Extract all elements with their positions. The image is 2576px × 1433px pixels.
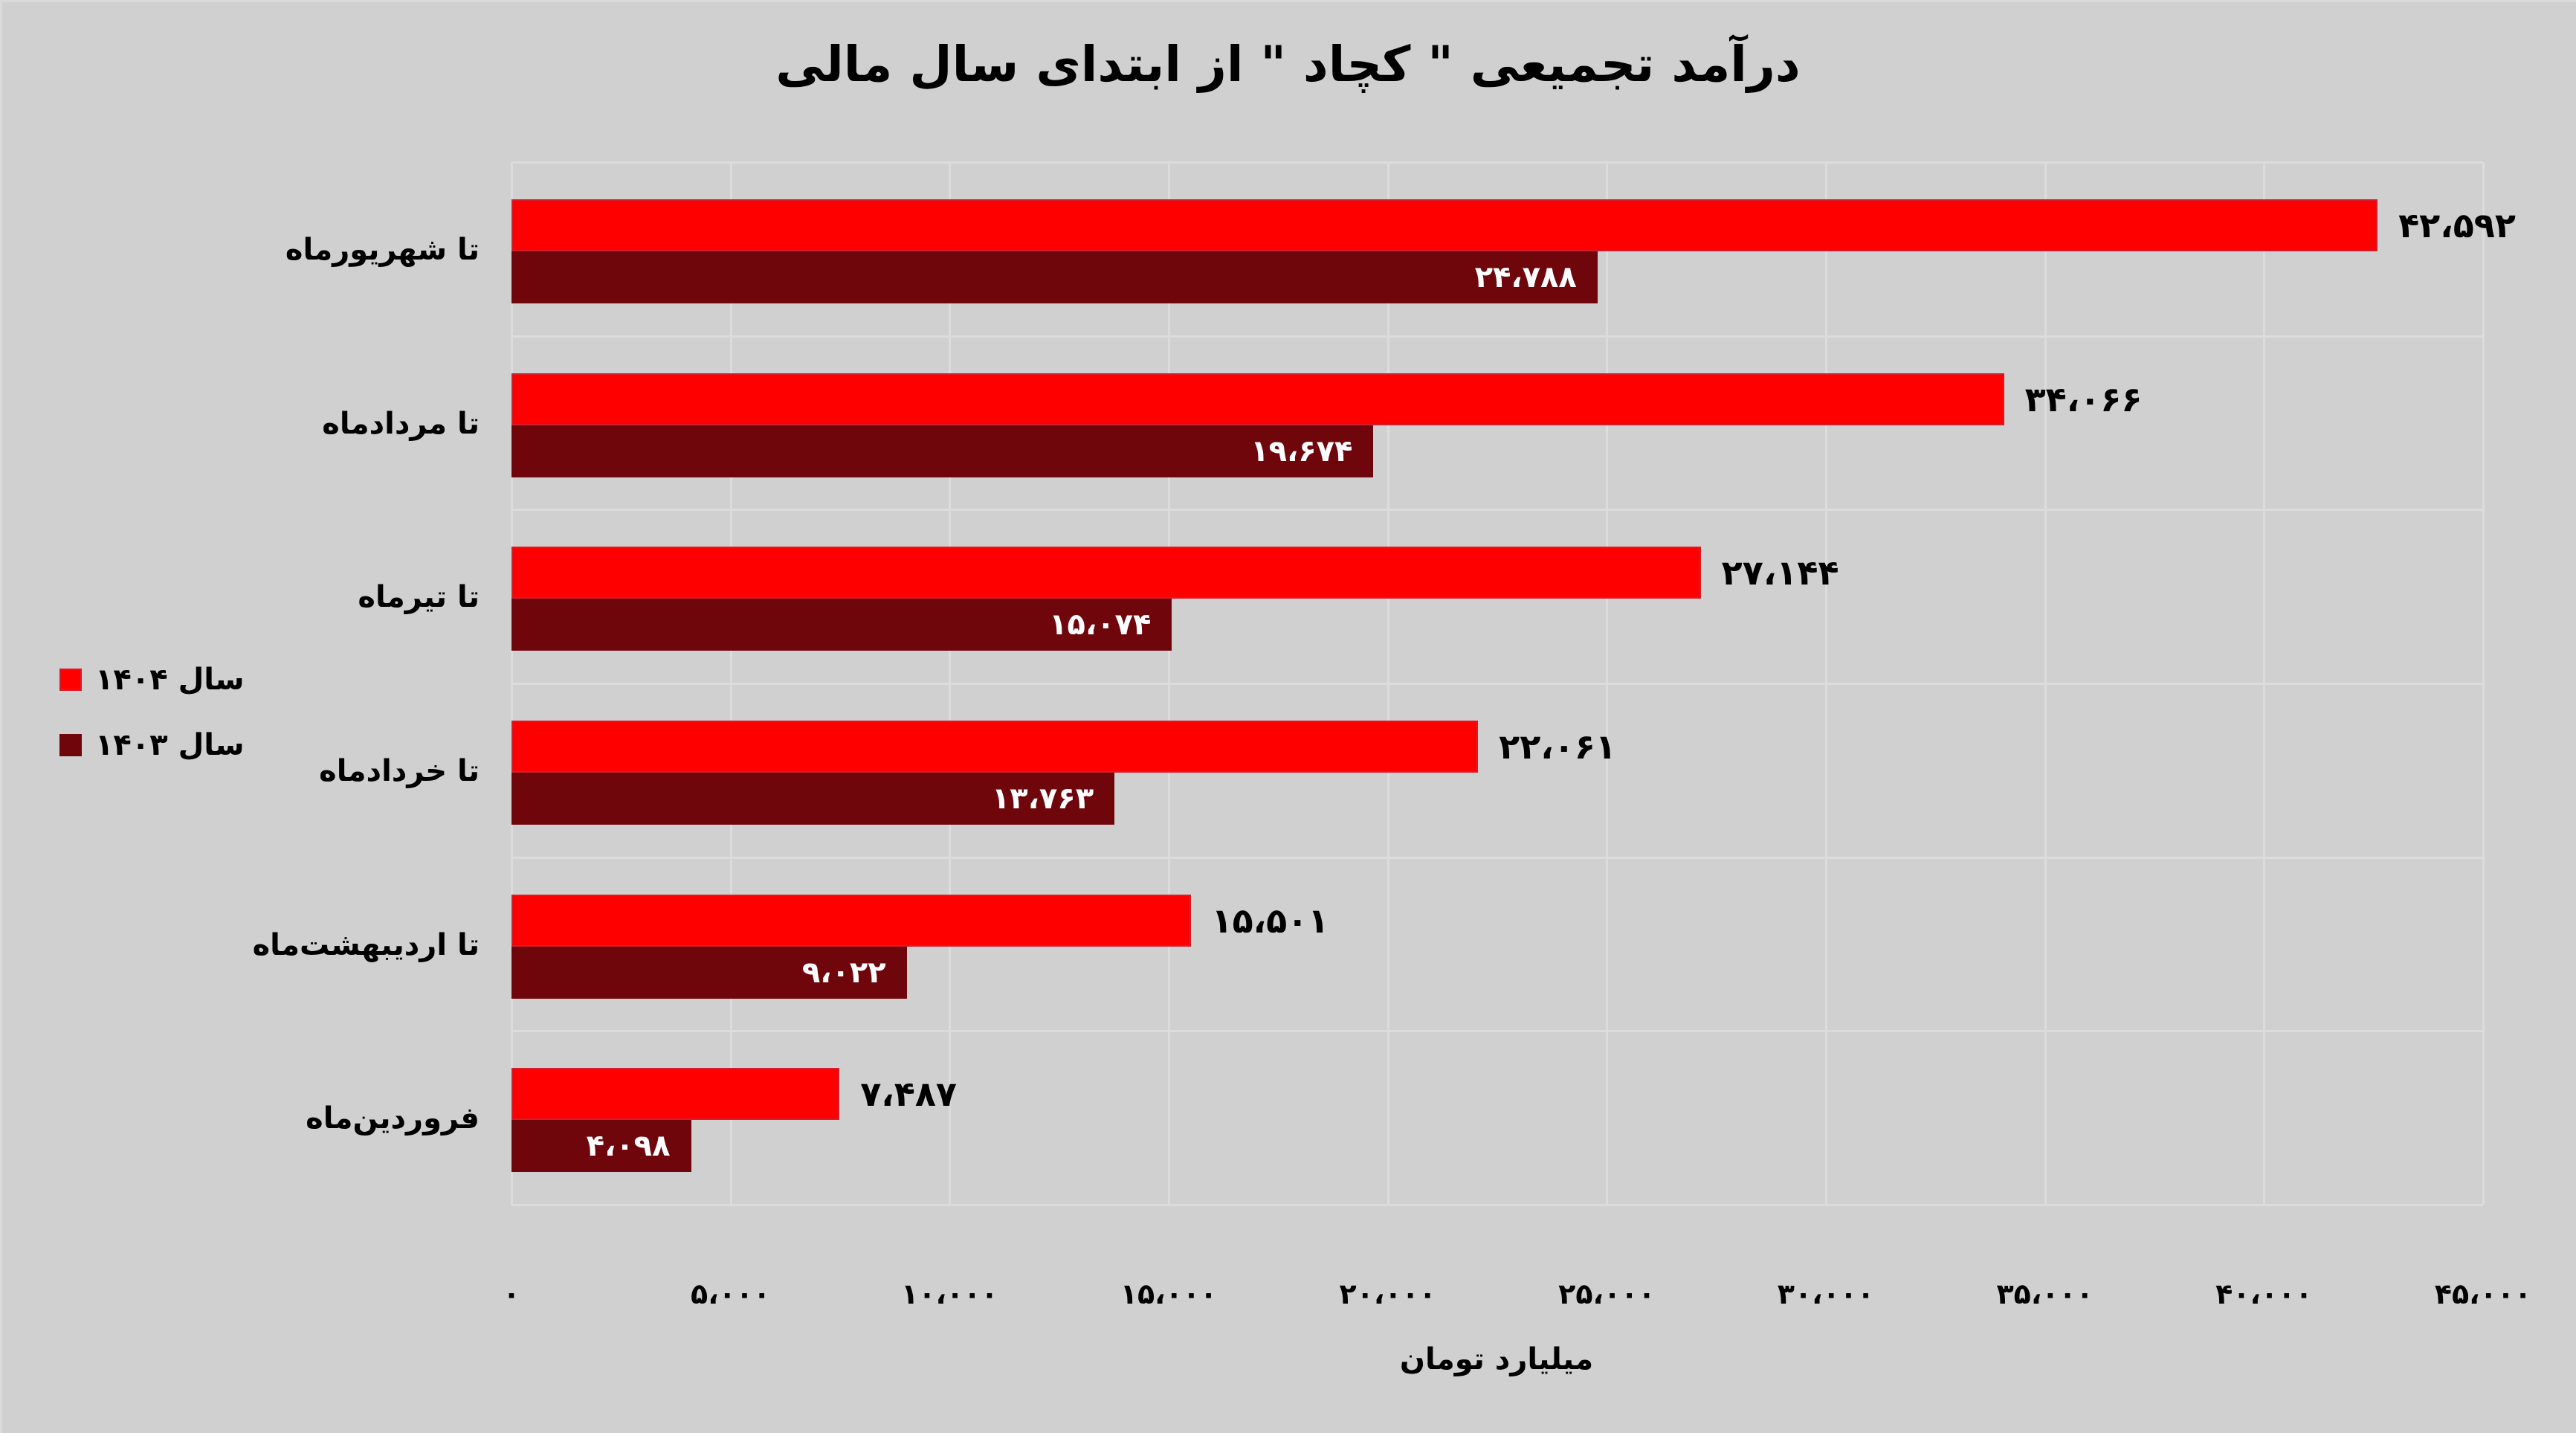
bar-1403[interactable] [511, 599, 1172, 651]
data-label-inside: ۱۳،۷۶۳ [991, 782, 1094, 816]
data-label-outside: ۳۴،۰۶۶ [2024, 379, 2143, 419]
bar-1404[interactable] [511, 373, 2004, 425]
x-tick-label: ۵،۰۰۰ [691, 1278, 771, 1310]
bar-1403[interactable] [511, 773, 1115, 825]
chart-title: درآمد تجمیعی " کچاد " از ابتدای سال مالی [775, 36, 1801, 93]
data-label-inside: ۹،۰۲۲ [801, 955, 886, 990]
data-label-outside: ۱۵،۵۰۱ [1211, 900, 1329, 941]
data-label-outside: ۲۷،۱۴۴ [1721, 553, 1839, 593]
x-tick-label: ۴۰،۰۰۰ [2215, 1278, 2313, 1310]
gridline-horizontal [511, 161, 2483, 164]
data-label-inside: ۱۹،۶۷۴ [1250, 434, 1353, 468]
gridline-horizontal [511, 1204, 2483, 1206]
gridline-horizontal [511, 509, 2483, 512]
legend-label: سال ۱۴۰۳ [95, 728, 245, 762]
x-tick-label: ۱۵،۰۰۰ [1120, 1278, 1218, 1310]
gridline-horizontal [511, 1030, 2483, 1033]
bar-1403[interactable] [511, 1120, 691, 1173]
bar-1403[interactable] [511, 425, 1374, 477]
category-label: تا تیرماه [358, 580, 480, 615]
bar-1403[interactable] [511, 251, 1598, 303]
x-tick-label: ۳۰،۰۰۰ [1777, 1278, 1875, 1310]
data-label-outside: ۷،۴۸۷ [860, 1074, 957, 1115]
x-tick-label: ۲۰،۰۰۰ [1339, 1278, 1436, 1310]
gridline-vertical [2482, 162, 2485, 1205]
bar-1404[interactable] [511, 547, 1701, 599]
bar-1404[interactable] [511, 199, 2378, 251]
x-tick-label: ۰ [503, 1278, 520, 1310]
gridline-horizontal [511, 856, 2483, 859]
data-label-inside: ۲۴،۷۸۸ [1474, 260, 1577, 294]
x-tick-label: ۲۵،۰۰۰ [1558, 1278, 1656, 1310]
data-label-inside: ۱۵،۰۷۴ [1049, 608, 1152, 643]
bar-1404[interactable] [511, 894, 1191, 947]
legend-swatch-icon [59, 669, 82, 691]
legend-label: سال ۱۴۰۴ [95, 663, 245, 697]
x-tick-label: ۱۰،۰۰۰ [901, 1278, 998, 1310]
x-tick-label: ۴۵،۰۰۰ [2434, 1278, 2532, 1310]
legend-swatch-icon [59, 734, 82, 756]
category-label: تا خردادماه [319, 754, 480, 788]
bar-1404[interactable] [511, 721, 1479, 773]
bar-1403[interactable] [511, 946, 907, 999]
data-label-outside: ۲۲،۰۶۱ [1499, 727, 1616, 767]
category-label: فروردین‌ماه [306, 1101, 480, 1136]
gridline-horizontal [511, 683, 2483, 685]
category-label: تا مردادماه [322, 406, 480, 441]
plot-area: ۴۲،۵۹۲ ۲۴،۷۸۸ ۳۴،۰۶۶ ۱۹،۶۷۴ ۲۷،۱۴۴ ۱۵،۰۷۴ ۲۲،۰… [511, 161, 2516, 1206]
bar-1404[interactable] [511, 1068, 840, 1121]
category-label: تا شهریورماه [285, 233, 480, 267]
legend: سال ۱۴۰۴ سال ۱۴۰۳ [59, 647, 245, 778]
x-tick-label: ۳۵،۰۰۰ [1996, 1278, 2094, 1310]
legend-item-1403: سال ۱۴۰۳ [59, 712, 245, 778]
gridline-horizontal [511, 335, 2483, 338]
data-label-inside: ۴،۰۹۸ [586, 1129, 671, 1164]
category-label: تا اردیبهشت‌ماه [252, 927, 480, 962]
legend-item-1404: سال ۱۴۰۴ [59, 647, 245, 712]
data-label-outside: ۴۲،۵۹۲ [2398, 205, 2516, 245]
x-axis-title: میلیارد تومان [1399, 1342, 1594, 1376]
